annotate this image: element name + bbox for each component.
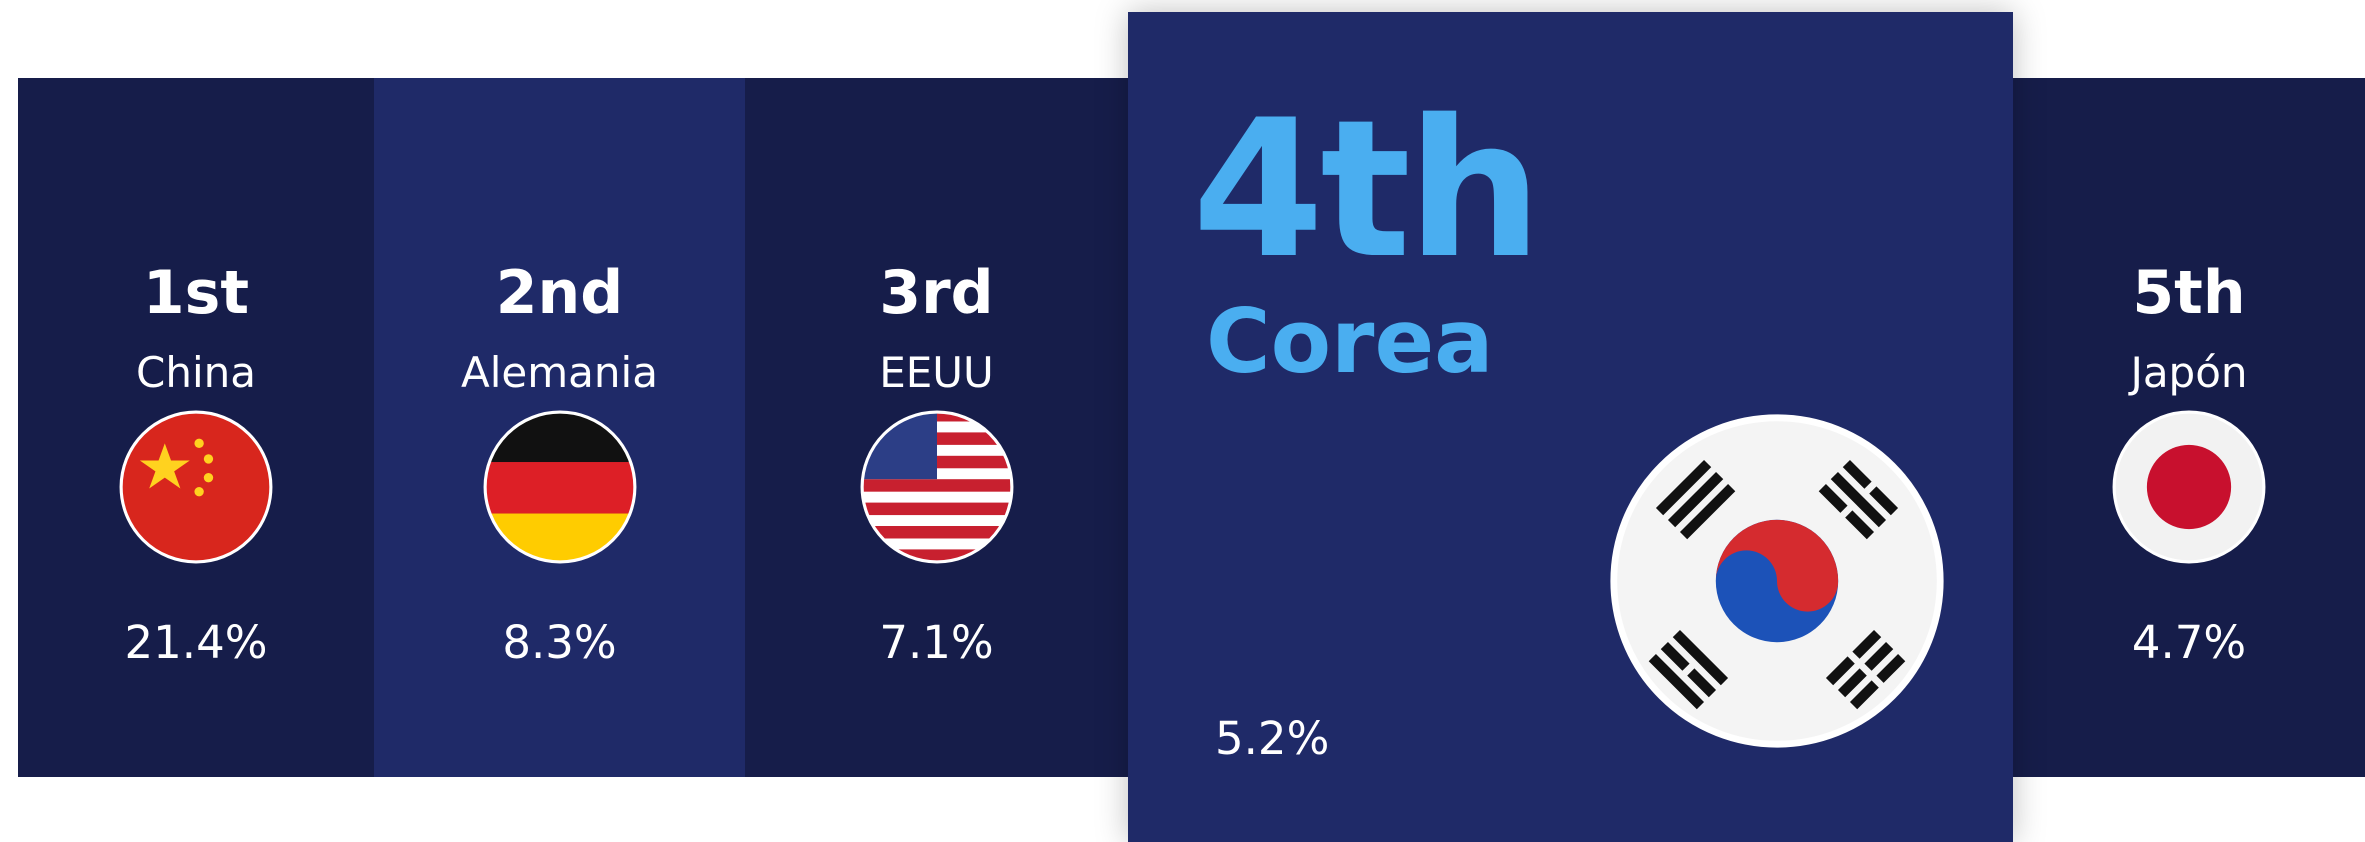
share: 7.1% [879,616,994,669]
flag-germany [483,410,636,564]
flag-japan [2112,410,2266,564]
rank-column: 1st China 21.4% [18,78,374,777]
flag-china [119,410,273,564]
rank: 1st [142,258,250,328]
flag-usa [860,410,1013,564]
rank: 5th [2132,258,2246,328]
country: EEUU [879,348,994,397]
country: China [136,348,256,397]
rank: 4th [1192,79,1542,300]
flag-korea [1610,414,1944,748]
rank-column: 2nd Alemania 8.3% [374,78,745,777]
share: 5.2% [1215,712,1330,765]
rank: 3rd [879,258,994,328]
share: 21.4% [124,616,268,669]
rank: 2nd [495,258,624,328]
rank-column: 5th Japón 4.7% [2013,78,2365,777]
country: Japón [2130,348,2248,397]
share: 8.3% [502,616,617,669]
country: Corea [1206,290,1494,393]
featured-card: 4th Corea 5.2% [1128,12,2013,842]
country: Alemania [461,348,658,397]
rank-column: 3rd EEUU 7.1% [745,78,1128,777]
share: 4.7% [2131,616,2247,669]
